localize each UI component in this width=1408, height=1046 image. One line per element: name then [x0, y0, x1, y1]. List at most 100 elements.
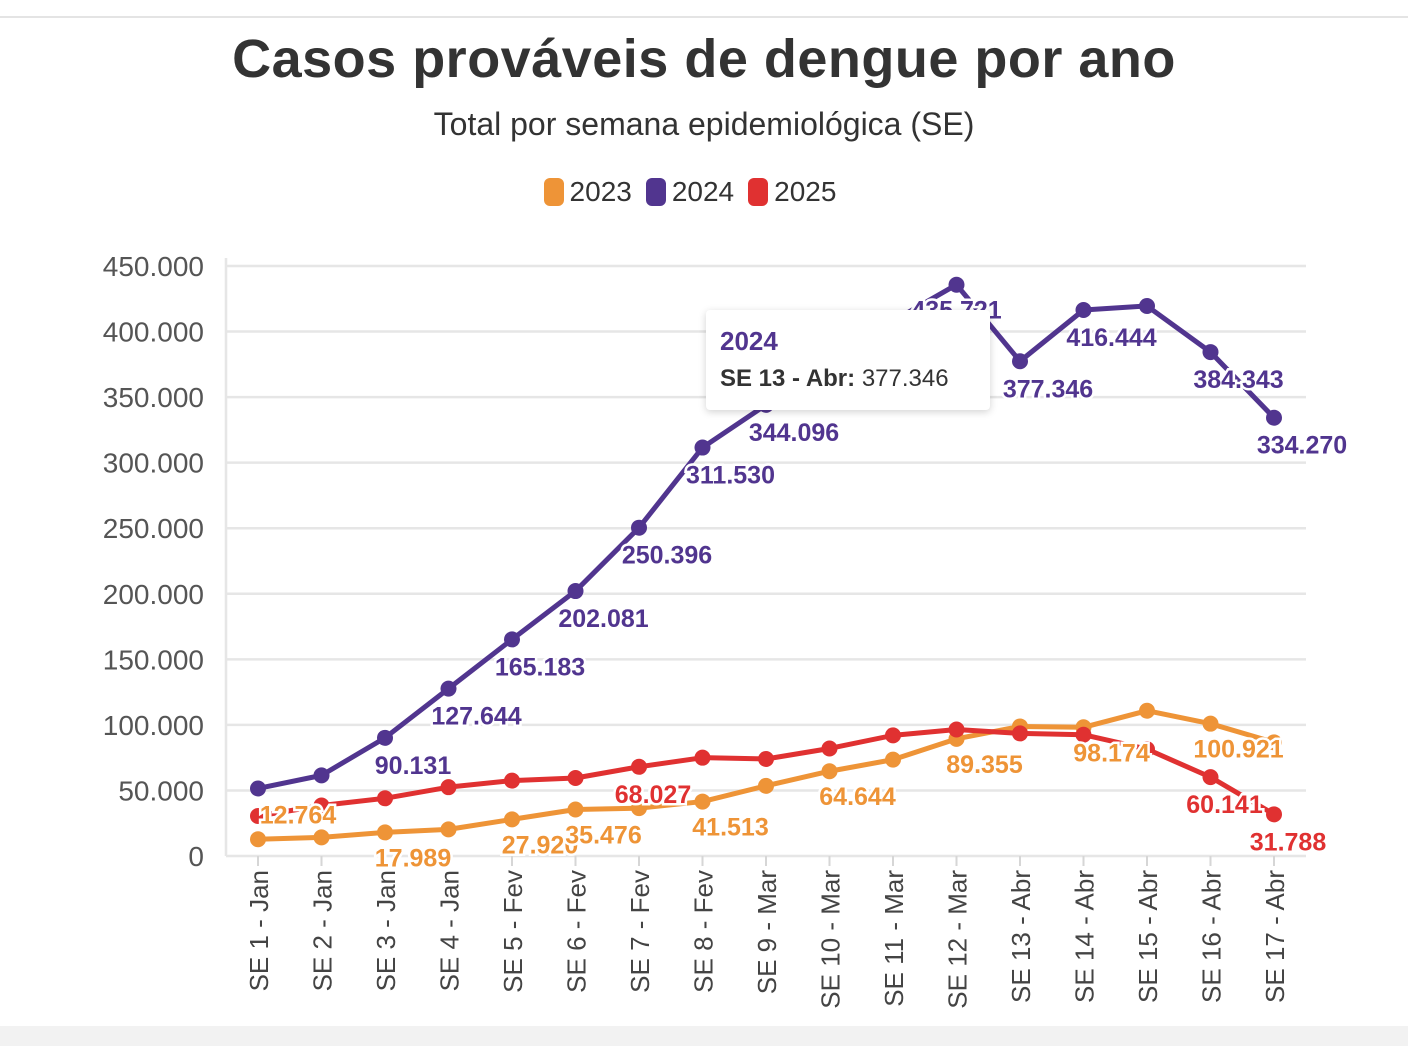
chart-title: Casos prováveis de dengue por ano [232, 29, 1176, 89]
data-label-2023: 64.644 [819, 783, 896, 811]
y-tick-label: 350.000 [103, 382, 204, 413]
data-point-2024 [1139, 297, 1155, 314]
tooltip-value: 377.346 [861, 365, 949, 392]
legend-swatch-2025 [748, 178, 769, 206]
data-label-2023: 35.476 [565, 821, 641, 849]
data-label-2023: 89.355 [946, 751, 1023, 779]
tooltip-series: 2024 [720, 326, 778, 356]
data-point-2023 [377, 824, 393, 841]
data-point-2025 [313, 797, 330, 814]
y-tick-label: 0 [188, 841, 204, 872]
data-label-2024: 250.396 [622, 542, 712, 570]
y-tick-label: 150.000 [103, 644, 204, 675]
x-tick-label: SE 17 - Abr [1260, 870, 1290, 1003]
data-point-2023 [250, 831, 266, 848]
data-point-2023 [694, 793, 711, 810]
data-point-2024 [1202, 344, 1219, 361]
data-label-2024: 377.346 [1003, 375, 1093, 403]
data-point-2023 [1139, 702, 1155, 719]
x-tick-label: SE 14 - Abr [1070, 870, 1100, 1003]
data-point-2023 [567, 801, 584, 818]
data-point-2024 [377, 729, 393, 746]
x-tick-label: SE 12 - Mar [943, 870, 973, 1009]
y-tick-label: 400.000 [103, 317, 204, 348]
x-tick-label: SE 11 - Mar [879, 870, 909, 1007]
data-label-2024: 90.131 [375, 752, 452, 780]
data-label-2023: 17.989 [375, 844, 451, 872]
legend-label-2024: 2024 [671, 176, 735, 207]
x-tick-label: SE 7 - Fev [625, 870, 655, 993]
top-divider [0, 16, 1408, 18]
data-point-2024 [948, 276, 965, 293]
data-point-2025 [250, 808, 266, 825]
data-point-2024 [567, 583, 584, 600]
data-label-2024: 311.530 [686, 462, 775, 490]
data-label-2025: 60.141 [1186, 791, 1263, 819]
data-point-2024 [631, 519, 647, 536]
data-label-2025: 68.027 [615, 781, 691, 809]
chart-legend: 2023 2024 2025 [0, 176, 1380, 208]
x-tick-label: SE 8 - Fev [689, 870, 719, 993]
data-label-2024: 165.183 [495, 653, 585, 681]
legend-label-2023: 2023 [569, 176, 632, 207]
data-label-2024: 416.444 [1066, 324, 1156, 352]
y-tick-label: 250.000 [103, 513, 204, 544]
data-label-2023: 27.920 [502, 831, 578, 859]
y-tick-label: 200.000 [103, 579, 204, 610]
data-label-2024: 202.081 [558, 605, 648, 633]
data-point-2025 [694, 749, 711, 766]
data-point-2024 [1012, 353, 1028, 370]
data-point-2024 [250, 780, 266, 797]
x-tick-label: SE 15 - Abr [1133, 870, 1163, 1003]
legend-label-2025: 2025 [774, 176, 837, 207]
data-point-2025 [1012, 725, 1028, 742]
data-point-2025 [1202, 769, 1219, 786]
data-label-2023: 12.764 [260, 801, 337, 829]
data-point-2024 [694, 439, 711, 456]
data-point-2023 [504, 811, 520, 828]
data-point-2025 [1075, 726, 1092, 743]
x-tick-label: SE 5 - Fev [498, 870, 528, 993]
data-point-2023 [1202, 715, 1219, 732]
data-point-2023 [631, 800, 647, 817]
y-tick-label: 300.000 [103, 448, 204, 479]
data-point-2025 [377, 790, 393, 807]
data-point-2025 [631, 758, 647, 775]
data-point-2024 [313, 767, 330, 784]
data-point-2024 [1266, 409, 1282, 426]
data-point-2025 [1266, 806, 1282, 823]
x-tick-label: SE 6 - Fev [562, 870, 592, 993]
data-point-2023 [821, 763, 838, 780]
x-tick-label: SE 2 - Jan [308, 870, 338, 991]
data-label-2024: 334.270 [1257, 432, 1347, 460]
data-point-2023 [885, 751, 901, 768]
data-point-2025 [504, 772, 520, 789]
bottom-scroll-area [0, 1026, 1408, 1046]
data-point-2025 [948, 721, 965, 738]
x-tick-label: SE 1 - Jan [244, 870, 274, 991]
data-label-2024: 127.644 [431, 703, 521, 731]
y-tick-label: 450.000 [103, 251, 204, 282]
data-point-2025 [1139, 741, 1155, 758]
legend-swatch-2024 [645, 178, 666, 206]
data-label-2023: 100.921 [1193, 736, 1283, 764]
legend-item-2023[interactable]: 2023 [543, 176, 632, 208]
x-tick-label: SE 3 - Jan [371, 870, 401, 991]
y-tick-label: 50.000 [118, 775, 204, 806]
data-label-2023: 98.174 [1073, 739, 1150, 767]
x-tick-label: SE 13 - Abr [1006, 870, 1036, 1003]
x-tick-label: SE 10 - Mar [816, 870, 846, 1009]
legend-item-2024[interactable]: 2024 [645, 176, 735, 208]
legend-item-2025[interactable]: 2025 [748, 176, 836, 208]
data-point-2025 [821, 740, 838, 757]
data-point-2024 [504, 631, 520, 648]
data-label-2025: 31.788 [1250, 828, 1327, 856]
y-tick-label: 100.000 [103, 710, 204, 741]
data-point-2024 [1075, 301, 1092, 318]
tooltip-category: SE 13 - Abr: [720, 365, 856, 392]
legend-swatch-2023 [543, 178, 564, 206]
x-tick-label: SE 16 - Abr [1197, 870, 1227, 1003]
x-tick-label: SE 4 - Jan [435, 870, 465, 991]
data-label-2024: 384.343 [1193, 366, 1283, 394]
